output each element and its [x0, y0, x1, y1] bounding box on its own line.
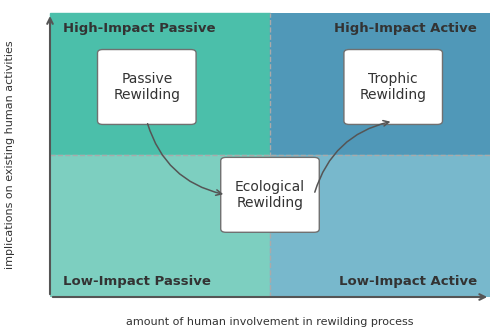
FancyBboxPatch shape	[220, 157, 320, 232]
Text: Low-Impact Passive: Low-Impact Passive	[63, 276, 211, 288]
Bar	[270, 13, 490, 155]
FancyBboxPatch shape	[344, 50, 442, 124]
Text: Ecological
Rewilding: Ecological Rewilding	[235, 180, 305, 210]
Text: High-Impact Passive: High-Impact Passive	[63, 22, 216, 35]
FancyBboxPatch shape	[98, 50, 196, 124]
Text: Passive
Rewilding: Passive Rewilding	[114, 72, 180, 102]
Text: amount of human involvement in rewilding process: amount of human involvement in rewilding…	[126, 317, 414, 327]
Text: Low-Impact Active: Low-Impact Active	[338, 276, 477, 288]
Bar	[270, 155, 490, 297]
Text: Trophic
Rewilding: Trophic Rewilding	[360, 72, 426, 102]
Bar	[50, 155, 270, 297]
Bar	[50, 13, 270, 155]
Text: High-Impact Active: High-Impact Active	[334, 22, 477, 35]
Text: implications on existing human activities: implications on existing human activitie…	[5, 41, 15, 269]
